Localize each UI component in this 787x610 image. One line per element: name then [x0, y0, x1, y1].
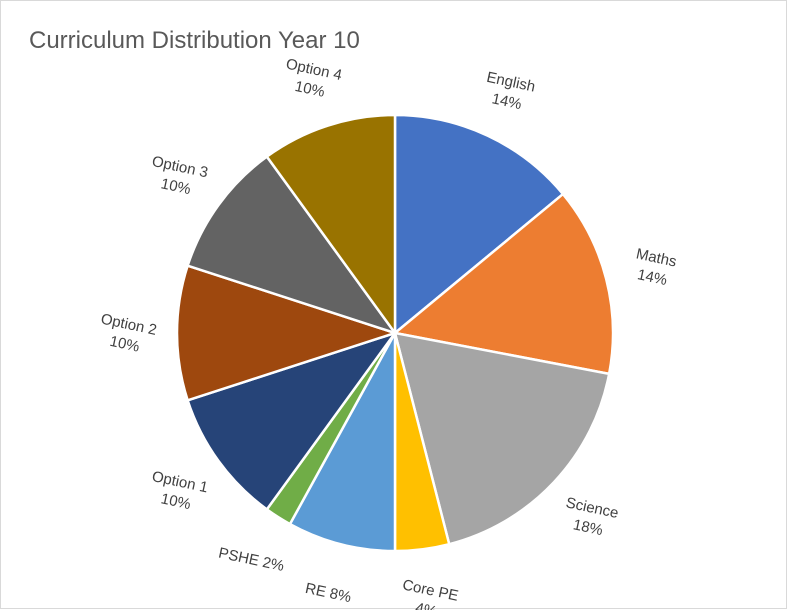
slice-pct-science: 18% — [572, 516, 605, 539]
pie-slice-option-4 — [265, 113, 397, 335]
slice-pct-option-3: 10% — [159, 175, 192, 198]
slice-pct-english: 14% — [490, 90, 523, 113]
slice-label-pshe: PSHE2% — [217, 545, 286, 575]
slice-pct-re: 8% — [328, 585, 353, 606]
slice-pct-pshe: 2% — [261, 554, 286, 575]
pie-slice-option-3 — [186, 155, 397, 335]
slice-name-option-3: Option 3 — [150, 153, 209, 181]
chart-title: Curriculum Distribution Year 10 — [29, 27, 360, 54]
slice-label-re: RE8% — [304, 580, 353, 606]
slice-name-option-2: Option 2 — [99, 310, 158, 338]
slice-label-option-2: Option 210% — [95, 310, 158, 358]
pie-slice-maths — [393, 192, 615, 376]
slice-label-option-4: Option 410% — [280, 56, 343, 104]
slice-label-science: Science18% — [560, 494, 620, 541]
slice-name-core-pe: Core PE — [401, 576, 460, 604]
pie-slices — [175, 113, 615, 553]
pie-slice-re — [288, 331, 397, 553]
slice-name-option-4: Option 4 — [284, 56, 343, 84]
pie-slice-option-2 — [175, 264, 397, 402]
slice-pct-option-4: 10% — [293, 78, 326, 101]
slice-label-option-3: Option 310% — [146, 153, 209, 201]
pie-slice-option-1 — [186, 331, 397, 511]
slice-label-maths: Maths14% — [630, 245, 678, 290]
slice-pct-maths: 14% — [636, 266, 669, 289]
slice-name-option-1: Option 1 — [150, 468, 209, 496]
slice-pct-core-pe: 4% — [414, 600, 439, 610]
slice-name-re: RE — [304, 580, 328, 601]
slice-pct-option-1: 10% — [159, 490, 192, 513]
slice-label-option-1: Option 110% — [146, 468, 209, 516]
slice-pct-option-2: 10% — [108, 333, 141, 356]
slice-name-science: Science — [564, 494, 620, 522]
slice-name-pshe: PSHE — [217, 545, 261, 570]
slice-label-english: English14% — [481, 69, 537, 115]
pie-slice-english — [393, 113, 565, 335]
pie-slice-science — [393, 331, 611, 546]
slice-label-core-pe: Core PE4% — [397, 576, 460, 610]
